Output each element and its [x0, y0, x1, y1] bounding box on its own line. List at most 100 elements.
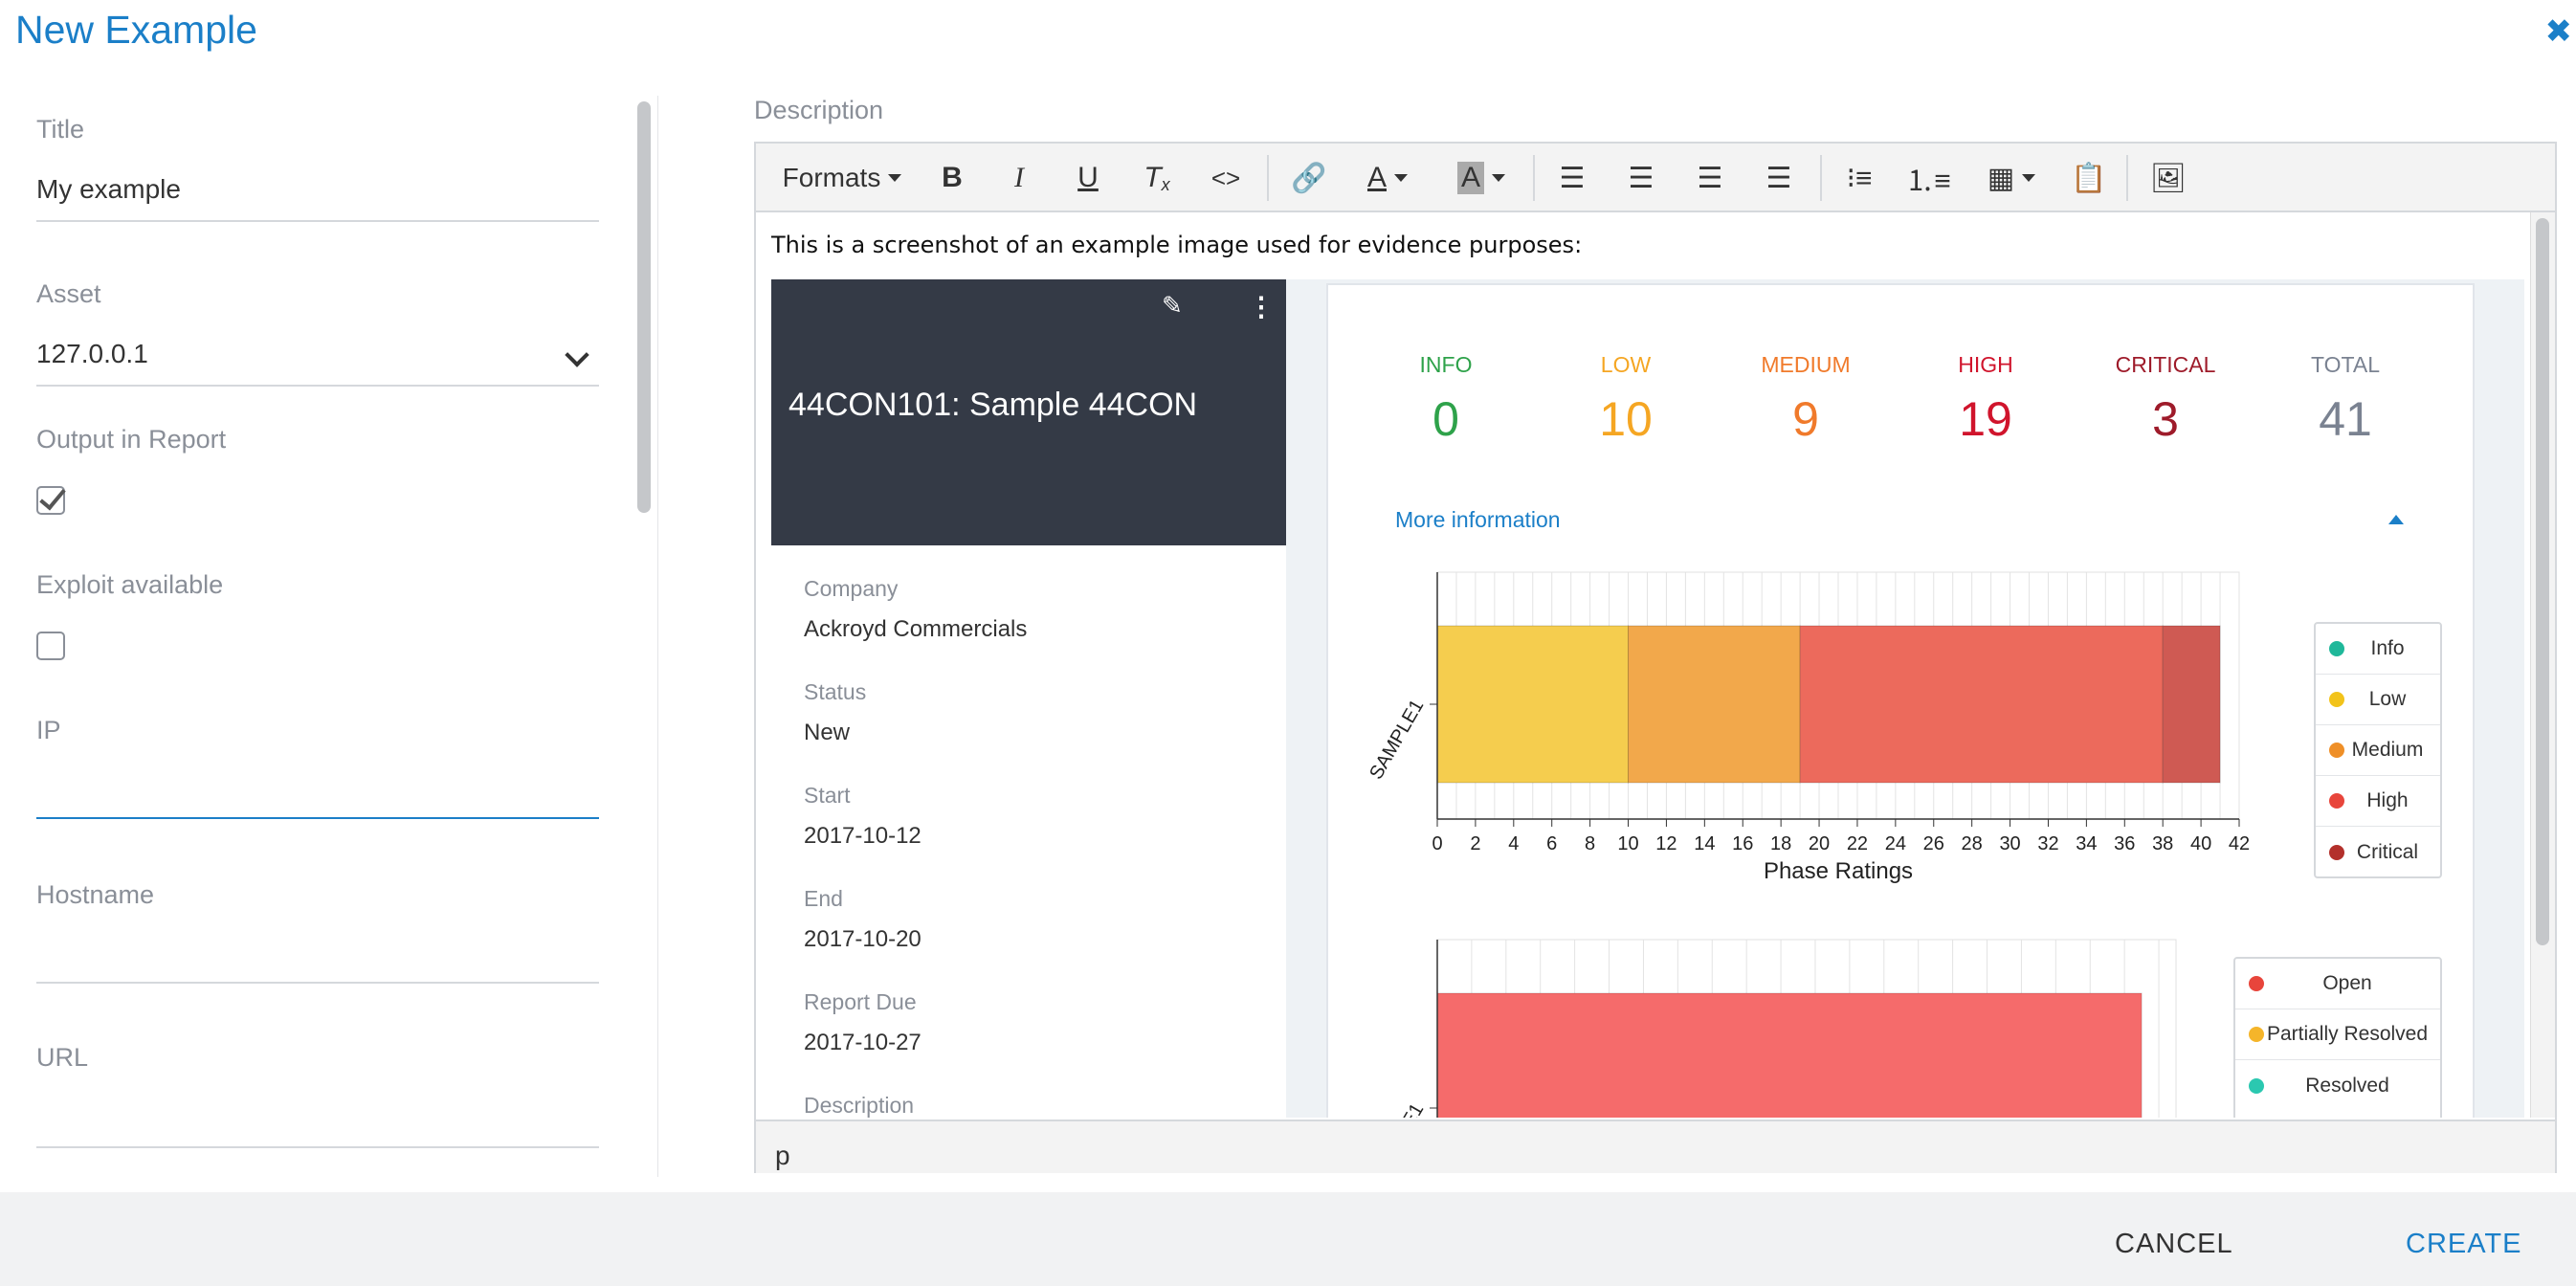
company-label: Company — [804, 576, 899, 601]
x-tick-label: 14 — [1694, 833, 1715, 854]
toolbar-separator — [1267, 155, 1269, 201]
formats-label: Formats — [782, 163, 881, 192]
x-tick-label: 38 — [2152, 833, 2173, 854]
end-value: 2017-10-20 — [804, 926, 922, 952]
x-tick-label: 12 — [1655, 833, 1677, 854]
hostname-field[interactable] — [36, 936, 599, 984]
exploit-checkbox[interactable] — [36, 632, 65, 660]
x-tick-label: 28 — [1962, 833, 1983, 854]
legend-dot-icon — [2329, 844, 2344, 860]
stat-value: 19 — [1959, 392, 2012, 446]
legend-label: Medium — [2351, 739, 2424, 761]
legend-dot-icon — [2249, 1027, 2264, 1042]
legend-dot-icon — [2329, 743, 2344, 758]
dialog-footer: CANCEL CREATE — [0, 1192, 2576, 1286]
link-icon[interactable]: 🔗 — [1291, 162, 1327, 194]
legend-label: Info — [2370, 637, 2405, 659]
y-tick-label: SAMPLE1 — [1366, 1100, 1428, 1119]
bullet-list-icon[interactable]: ⁝≡ — [1846, 162, 1873, 194]
form-panel: Title My example Asset 127.0.0.1 Output … — [0, 96, 632, 1177]
y-tick-label: SAMPLE1 — [1366, 697, 1428, 784]
create-button[interactable]: CREATE — [2406, 1229, 2522, 1259]
justify-icon[interactable]: ☰ — [1765, 162, 1792, 194]
start-value: 2017-10-12 — [804, 823, 922, 849]
description-label: Description — [754, 96, 884, 124]
title-label: Title — [36, 115, 85, 144]
editor-scrollbar-thumb[interactable] — [2536, 218, 2549, 945]
caret-up-icon — [2388, 515, 2404, 524]
editor-status-path: p — [756, 1120, 2555, 1173]
x-tick-label: 22 — [1847, 833, 1868, 854]
stat-label: HIGH — [1958, 352, 2013, 377]
x-tick-label: 8 — [1585, 833, 1595, 854]
stat-value: 10 — [1599, 392, 1653, 446]
stat-label: TOTAL — [2311, 352, 2380, 377]
formats-dropdown[interactable]: Formats — [775, 155, 909, 201]
close-icon[interactable]: ✖ — [2544, 13, 2573, 50]
bar-critical — [2162, 625, 2221, 784]
x-tick-label: 24 — [1885, 833, 1906, 854]
pencil-icon: ✎ — [1162, 291, 1183, 320]
legend-item: Open — [2235, 959, 2440, 1009]
stat-value: 0 — [1432, 392, 1459, 446]
code-icon[interactable]: <> — [1210, 163, 1241, 192]
x-tick-label: 40 — [2190, 833, 2211, 854]
x-tick-label: 10 — [1617, 833, 1638, 854]
underline-icon[interactable]: U — [1077, 162, 1099, 193]
legend-label: Critical — [2356, 840, 2419, 863]
legend-label: Open — [2322, 972, 2372, 994]
stats-panel: INFO 0 LOW 10 MEDIUM 9 HIGH 19 CRITICAL 3 TOTAL 41 … — [1326, 283, 2475, 1118]
legend-item: Medium — [2316, 725, 2440, 776]
x-tick-label: 30 — [1999, 833, 2020, 854]
more-vertical-icon: ⋮ — [1248, 292, 1275, 322]
asset-select[interactable]: 127.0.0.1 — [36, 339, 599, 387]
project-card-header: ✎ ⋮ 44CON101: Sample 44CON — [771, 279, 1286, 545]
cancel-button[interactable]: CANCEL — [2115, 1229, 2233, 1259]
form-scrollbar[interactable] — [632, 96, 658, 1177]
x-tick-label: 0 — [1432, 833, 1442, 854]
legend-label: Resolved — [2305, 1074, 2389, 1097]
table-icon[interactable]: ▦ — [1973, 155, 2050, 201]
legend-label: High — [2366, 789, 2409, 811]
chevron-down-icon — [565, 343, 589, 367]
bar-open — [1436, 992, 2143, 1118]
dialog-title: New Example — [15, 8, 257, 52]
numbered-list-icon[interactable]: ⒈≡ — [1905, 166, 1951, 197]
x-tick-label: 42 — [2229, 833, 2250, 854]
title-field[interactable]: My example — [36, 174, 599, 222]
align-center-icon[interactable]: ☰ — [1628, 162, 1654, 194]
text-color-icon[interactable]: A — [1349, 155, 1426, 201]
url-field[interactable] — [36, 1100, 599, 1148]
editor-scrollbar[interactable] — [2530, 212, 2555, 1118]
x-tick-label: 20 — [1809, 833, 1830, 854]
stat-value: 41 — [2319, 392, 2372, 446]
background-color-icon[interactable]: A — [1443, 155, 1520, 201]
end-label: End — [804, 886, 843, 911]
stat-label: MEDIUM — [1761, 352, 1851, 377]
align-right-icon[interactable]: ☰ — [1697, 162, 1723, 194]
legend-dot-icon — [2249, 1077, 2264, 1094]
toolbar-separator — [1820, 155, 1822, 201]
stat-total: TOTAL 41 — [2254, 352, 2436, 447]
more-information-link: More information — [1395, 507, 1561, 532]
image-icon[interactable]: 🖼 — [2149, 162, 2187, 194]
bar-high — [1799, 625, 2164, 784]
ip-field[interactable] — [36, 771, 599, 819]
output-checkbox[interactable] — [36, 486, 65, 515]
legend-item: Partially Resolved — [2235, 1009, 2440, 1060]
x-tick-label: 36 — [2114, 833, 2135, 854]
embedded-screenshot: ✎ ⋮ 44CON101: Sample 44CON Company Ackro… — [771, 279, 2524, 1118]
align-left-icon[interactable]: ☰ — [1559, 162, 1586, 194]
bold-icon[interactable]: B — [942, 162, 963, 193]
editor-content[interactable]: This is a screenshot of an example image… — [756, 212, 2534, 1118]
paste-icon[interactable]: 📋 — [2071, 162, 2107, 194]
italic-icon[interactable]: I — [1014, 162, 1024, 193]
stat-critical: CRITICAL 3 — [2075, 352, 2256, 447]
legend-dot-icon — [2329, 641, 2344, 656]
x-tick-label: 32 — [2037, 833, 2058, 854]
x-tick-label: 34 — [2076, 833, 2097, 854]
form-scrollbar-thumb[interactable] — [637, 101, 651, 513]
